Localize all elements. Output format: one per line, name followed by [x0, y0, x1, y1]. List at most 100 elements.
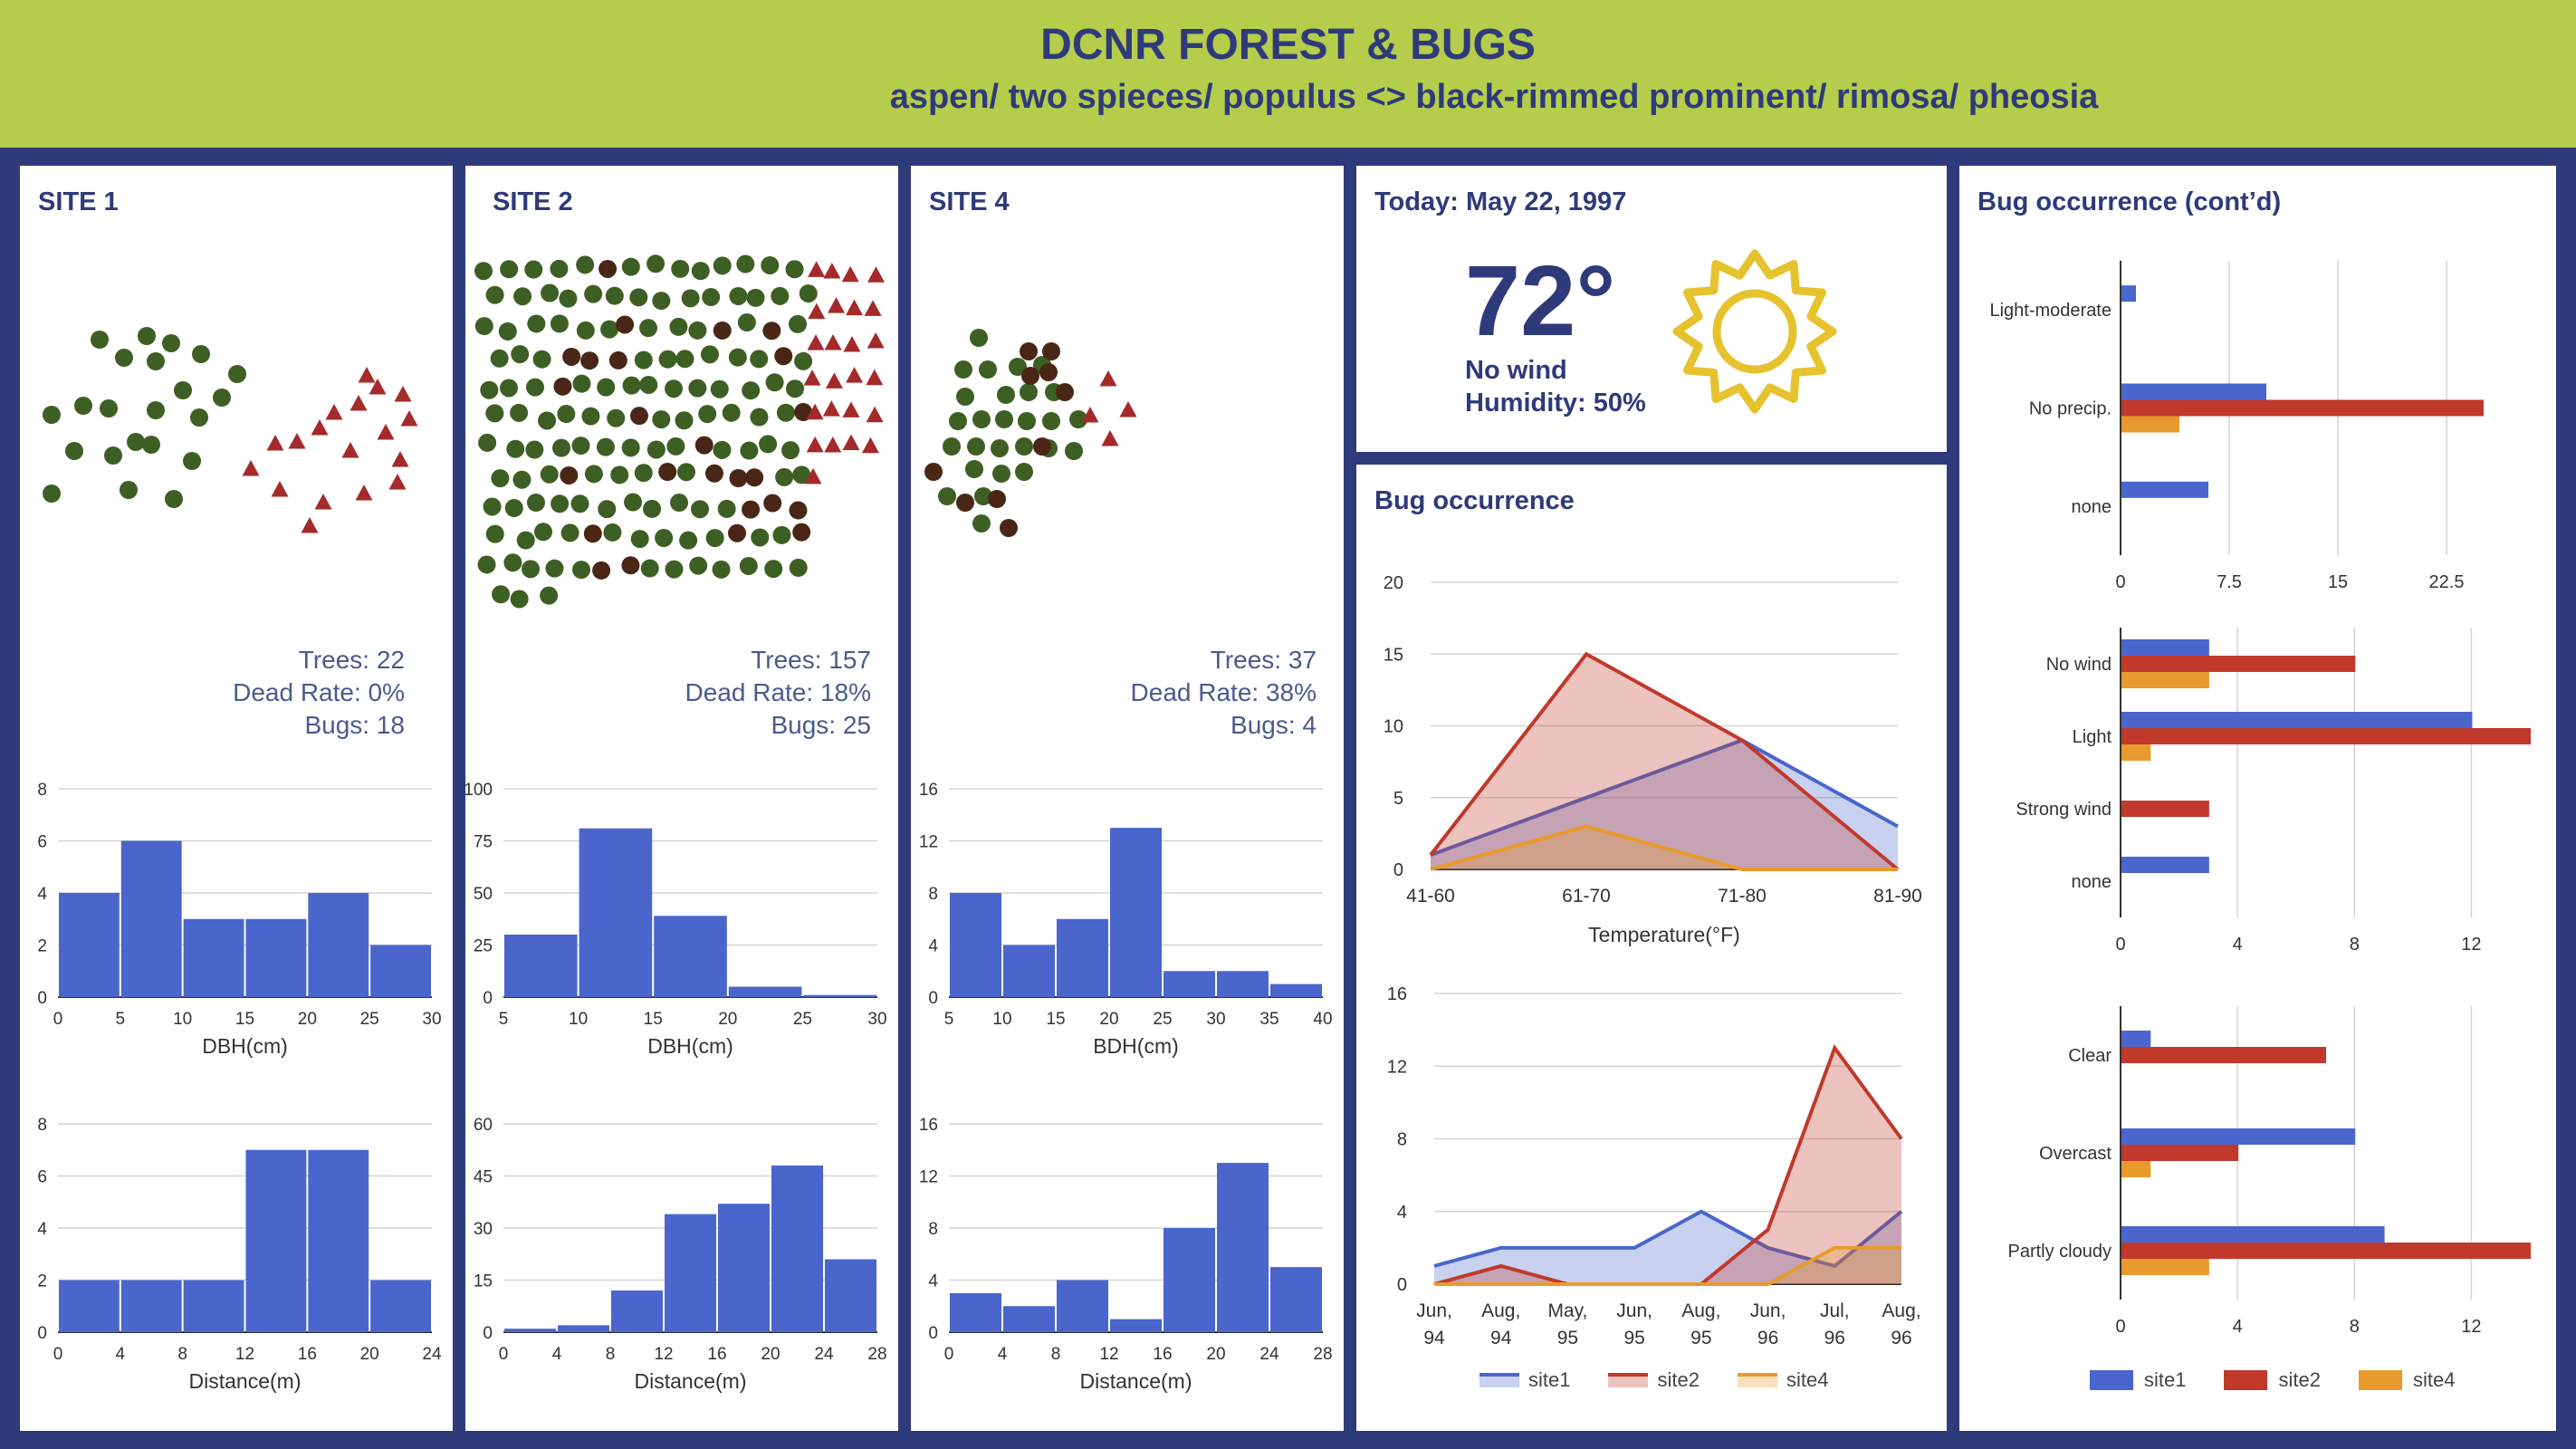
x-tick-label: Aug, — [1882, 1300, 1920, 1321]
y-tick-label: 60 — [474, 1116, 493, 1135]
y-tick-label: 4 — [37, 1220, 47, 1239]
dead-tree — [608, 350, 627, 369]
site-4-trees: Trees: 37 — [1210, 646, 1317, 674]
bug-marker — [355, 485, 373, 501]
live-tree — [228, 365, 246, 383]
live-tree — [559, 289, 578, 308]
sky-site2-bar — [2121, 1145, 2239, 1161]
wind-site1-bar — [2121, 712, 2473, 728]
live-tree — [622, 376, 641, 395]
live-tree — [477, 555, 496, 574]
live-tree — [490, 349, 509, 368]
x-tick-label: 94 — [1423, 1328, 1445, 1348]
site-4-distance-histogram: 0 4 8 12 16 0 4 8 12 16 20 24 28 Distance(m) — [919, 1116, 1333, 1393]
live-tree — [786, 379, 805, 398]
x-tick-label: Jul, — [1820, 1300, 1850, 1321]
category-label: Partly cloudy — [2008, 1242, 2112, 1262]
category-label: Clear — [2068, 1046, 2112, 1066]
live-tree — [500, 260, 519, 279]
legend2-site4-swatch — [2358, 1370, 2402, 1390]
live-tree — [142, 436, 160, 454]
live-tree — [510, 590, 529, 609]
histogram-bar — [504, 1329, 556, 1332]
dead-tree — [583, 524, 602, 543]
live-tree — [669, 317, 688, 336]
x-tick-label: 30 — [422, 1010, 441, 1029]
weather-date: Today: May 22, 1997 — [1374, 187, 1627, 216]
precipitation-site4-bar — [2121, 416, 2179, 433]
x-tick-label: 24 — [1259, 1345, 1279, 1364]
live-tree — [750, 408, 769, 427]
x-tick-label: 28 — [1313, 1345, 1332, 1364]
live-tree — [799, 284, 818, 303]
x-tick-label: 30 — [1206, 1010, 1225, 1029]
live-tree — [510, 403, 529, 422]
bug-occurrence-title: Bug occurrence — [1374, 486, 1575, 515]
live-tree — [781, 441, 800, 460]
live-tree — [658, 350, 677, 369]
x-tick-label: 0 — [2115, 1317, 2125, 1337]
sky-site4-bar — [2121, 1259, 2209, 1275]
live-tree — [104, 446, 122, 465]
live-tree — [192, 345, 210, 363]
live-tree — [700, 345, 719, 364]
x-axis-label: DBH(cm) — [202, 1034, 288, 1058]
bug-marker — [807, 334, 825, 350]
live-tree — [671, 259, 690, 278]
y-tick-label: 8 — [1397, 1130, 1407, 1150]
bug-marker — [325, 404, 343, 420]
live-tree — [511, 345, 530, 364]
live-tree — [524, 260, 543, 279]
live-tree — [120, 481, 138, 499]
x-tick-label: May, — [1547, 1300, 1587, 1321]
bug-occurrence-legend: site1 site2 site4 — [1480, 1368, 1866, 1392]
histogram-bar — [950, 1292, 1001, 1332]
bug-marker — [842, 434, 860, 451]
dead-tree — [956, 494, 974, 512]
dead-tree — [553, 377, 572, 396]
histogram-bar — [558, 1325, 609, 1332]
histogram-bar — [1110, 1319, 1162, 1332]
bug-occurrence-cont-panel: Bug occurrence (cont’d) 0 7.5 15 22.5 Light-… — [1959, 166, 2556, 1431]
bug-marker — [242, 460, 260, 476]
x-tick-label: 95 — [1690, 1328, 1711, 1348]
y-tick-label: 20 — [1384, 573, 1403, 593]
live-tree — [785, 260, 804, 279]
y-tick-label: 6 — [37, 833, 47, 852]
live-tree — [1015, 463, 1033, 481]
histogram-bar — [120, 840, 182, 997]
live-tree — [698, 405, 717, 424]
x-tick-label: Aug, — [1681, 1300, 1720, 1321]
x-tick-label: 0 — [53, 1010, 63, 1029]
y-tick-label: 4 — [1397, 1203, 1407, 1223]
live-tree — [789, 558, 808, 577]
site-4-title: SITE 4 — [929, 187, 1010, 216]
live-tree — [792, 465, 811, 485]
bug-marker — [866, 369, 884, 386]
site-4-stats: Trees: 37 Dead Rate: 38% Bugs: 4 — [911, 644, 1317, 742]
live-tree — [492, 585, 511, 604]
dead-tree — [924, 463, 943, 481]
x-tick-label: 96 — [1757, 1328, 1778, 1348]
live-tree — [1042, 412, 1060, 430]
bug-marker — [845, 299, 863, 316]
x-tick-label: Jun, — [1750, 1300, 1786, 1321]
x-tick-label: 0 — [944, 1345, 954, 1364]
live-tree — [100, 399, 118, 417]
live-tree — [629, 288, 648, 307]
x-tick-label: 25 — [360, 1010, 379, 1029]
time-site1-line — [1433, 1209, 1903, 1269]
bug-marker — [825, 372, 843, 389]
y-tick-label: 4 — [37, 885, 47, 904]
bug-marker — [301, 517, 319, 533]
histogram-bar — [579, 828, 653, 997]
histogram-bar — [308, 1149, 369, 1332]
bug-marker — [358, 367, 376, 383]
bug-marker — [803, 369, 821, 386]
y-tick-label: 0 — [928, 1324, 938, 1343]
live-tree — [571, 437, 590, 456]
y-tick-label: 16 — [919, 1116, 938, 1135]
live-tree — [147, 352, 165, 370]
sky-site1-bar — [2121, 1128, 2356, 1145]
y-tick-label: 8 — [928, 1220, 938, 1239]
